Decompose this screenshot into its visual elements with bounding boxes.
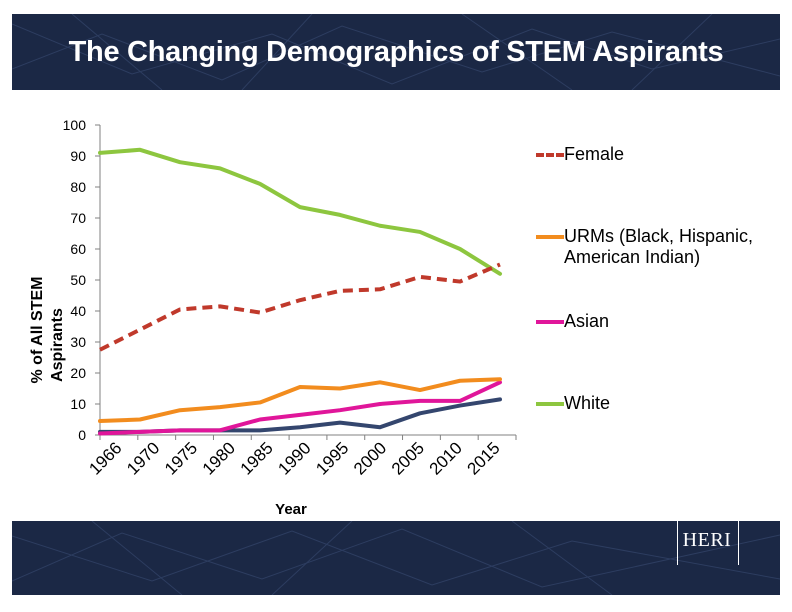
y-tick-label: 90 bbox=[70, 148, 86, 164]
x-axis: 1966197019751980198519901995200020052010… bbox=[85, 434, 517, 479]
title-band bbox=[12, 14, 780, 90]
series-line-female bbox=[99, 262, 501, 352]
x-tick-label: 2000 bbox=[350, 438, 390, 478]
legend-swatch-female bbox=[536, 153, 564, 157]
x-tick-label: 1995 bbox=[312, 438, 352, 478]
y-tick-label: 100 bbox=[63, 117, 87, 133]
legend-label-female: Female bbox=[564, 144, 625, 164]
series-layer bbox=[98, 147, 502, 436]
legend-item-female: Female bbox=[536, 144, 624, 165]
legend-swatch-asian bbox=[536, 320, 564, 324]
y-tick-label: 20 bbox=[70, 365, 86, 381]
slide-title: The Changing Demographics of STEM Aspira… bbox=[68, 36, 724, 68]
series-line-urm bbox=[98, 377, 502, 424]
x-tick-label: 1970 bbox=[123, 438, 163, 478]
y-tick-label: 60 bbox=[70, 241, 86, 257]
legend-label-urm: URMs (Black, Hispanic, American Indian) bbox=[564, 226, 754, 267]
x-tick-label: 1980 bbox=[199, 438, 239, 478]
legend-item-white: White bbox=[536, 393, 610, 414]
legend-swatch-urm bbox=[536, 235, 564, 239]
legend-label-asian: Asian bbox=[564, 311, 610, 331]
x-tick-label: 1985 bbox=[237, 438, 277, 478]
title-band-pattern bbox=[12, 14, 780, 90]
y-axis-label-line-1: % of All STEM bbox=[29, 277, 46, 384]
x-tick-label: 1990 bbox=[274, 438, 314, 478]
legend-swatch-white bbox=[536, 402, 564, 406]
x-tick-label: 2010 bbox=[426, 438, 466, 478]
y-tick-label: 80 bbox=[70, 179, 86, 195]
y-tick-label: 0 bbox=[78, 427, 86, 443]
y-tick-label: 40 bbox=[70, 303, 86, 319]
x-tick-label: 2005 bbox=[388, 438, 428, 478]
y-axis-label-line-2: Aspirants bbox=[49, 308, 66, 382]
footer-band-pattern bbox=[12, 521, 780, 595]
x-axis-title: Year bbox=[275, 501, 307, 518]
x-tick-label: 1966 bbox=[85, 438, 125, 478]
series-line-asian bbox=[98, 380, 502, 436]
legend-item-asian: Asian bbox=[536, 311, 609, 332]
heri-logo-frame bbox=[677, 507, 739, 565]
y-tick-label: 10 bbox=[70, 396, 86, 412]
legend-item-urm: URMs (Black, Hispanic, American Indian) bbox=[536, 226, 754, 268]
y-tick-label: 70 bbox=[70, 210, 86, 226]
heri-logo: HERI bbox=[682, 529, 732, 551]
y-tick-label: 30 bbox=[70, 334, 86, 350]
x-tick-label: 2015 bbox=[464, 438, 504, 478]
legend-label-white: White bbox=[564, 393, 611, 413]
y-tick-label: 50 bbox=[70, 272, 86, 288]
x-tick-label: 1975 bbox=[161, 438, 201, 478]
series-line-white bbox=[98, 147, 502, 276]
footer-band bbox=[12, 521, 780, 595]
y-axis: 0 10 20 30 40 50 60 70 80 90 100 bbox=[63, 117, 101, 443]
